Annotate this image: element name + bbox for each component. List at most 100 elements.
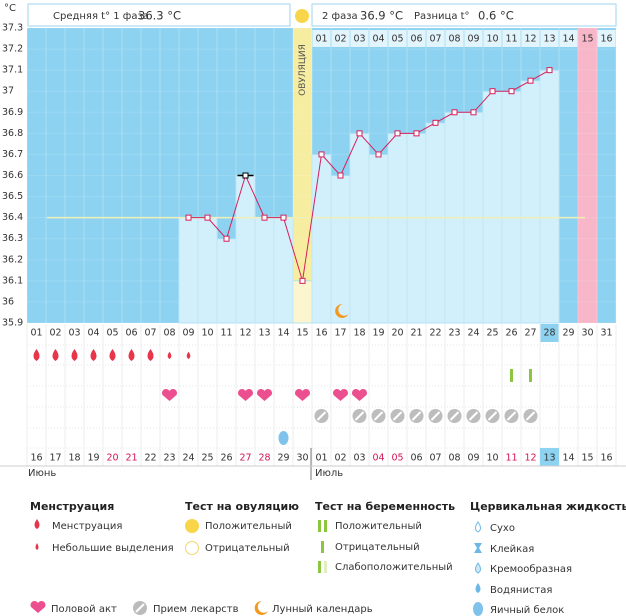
icon [475,521,481,533]
cycle-day: 15 [296,328,308,339]
temp-point [470,109,477,116]
heart-icon [237,388,254,401]
legend-item: Водянистая [490,585,552,596]
temp-point [527,77,534,84]
date: 11 [505,453,517,464]
phase2-day: 14 [562,34,574,45]
drop-icon [186,351,191,359]
preg-test-icon [510,369,513,382]
icon [185,519,199,533]
cycle-day: 19 [372,328,384,339]
icon [318,520,321,532]
icon [254,600,268,615]
pill-line [430,411,441,421]
icon [474,543,482,553]
date: 16 [30,453,42,464]
phase2-day: 16 [600,34,612,45]
temp-bar [501,90,522,324]
date: 01 [315,453,327,464]
legend-item: Небольшие выделения [52,543,174,554]
temp-bar [254,217,275,324]
cycle-day: 26 [505,328,517,339]
icon [34,519,40,529]
y-tick-label: 36.5 [2,191,23,202]
temp-bar [387,132,408,324]
diff-label: Разница t° [414,11,470,22]
today-cell [540,448,559,466]
temp-point [185,214,192,221]
pill-line [354,411,365,421]
cycle-day: 28 [543,328,555,339]
y-tick-label: 37.3 [2,23,23,34]
temp-point [508,88,515,95]
temp-bar [311,154,332,324]
day-cell [426,30,445,47]
cycle-day: 04 [87,328,99,339]
date: 18 [68,453,80,464]
y-tick-label: 36.7 [2,149,23,160]
drop-icon [71,349,78,361]
cycle-day: 27 [524,328,536,339]
cycle-day: 22 [429,328,441,339]
pill-line [506,411,517,421]
legend-item: Сухо [490,523,515,534]
month: Июнь [28,468,56,479]
legend-title: Тест на беременность [315,500,455,513]
cycle-day: 02 [49,328,61,339]
phase2-day: 01 [315,34,327,45]
temp-bar [216,238,237,324]
date: 14 [562,453,574,464]
date: 06 [410,453,422,464]
drop-icon [128,349,135,361]
icon [475,583,481,593]
diff-value: 0.6 °C [478,9,514,23]
heart-icon [161,388,178,401]
legend-title: Менструация [30,500,114,513]
temp-line [188,69,550,282]
date: 25 [201,453,213,464]
pill-line [373,411,384,421]
temp-point [204,214,211,221]
pill-line [449,411,460,421]
drop-icon [147,349,154,361]
date: 08 [448,453,460,464]
icon [324,561,327,573]
y-tick-label: 37.2 [2,44,23,55]
cycle-day: 09 [182,328,194,339]
preg-test-icon [529,369,532,382]
cycle-day: 14 [277,328,289,339]
cycle-day: 30 [581,328,593,339]
icon [324,520,327,532]
date: 26 [220,453,232,464]
phase2-day: 02 [334,34,346,45]
temp-point [394,130,401,137]
day-cell [464,30,483,47]
date: 29 [277,453,289,464]
cycle-day: 06 [125,328,137,339]
temp-bar [425,122,446,324]
temp-bar [292,280,313,324]
cycle-day: 10 [201,328,213,339]
day-cell [521,30,540,47]
legend-item: Яичный белок [490,605,564,616]
egg-white-icon [278,431,289,445]
date: 04 [372,453,384,464]
temp-bar [197,217,218,324]
drop-icon [109,349,116,361]
phase2-day: 12 [524,34,536,45]
date: 23 [163,453,175,464]
legend-item: Лунный календарь [272,604,373,615]
sun-icon [295,9,309,23]
y-tick-label: 36.4 [2,212,23,223]
cycle-day: 21 [410,328,422,339]
date: 15 [581,453,593,464]
temp-point [432,119,439,126]
legend-item: Слабоположительный [335,562,453,573]
temp-bar [349,132,370,324]
y-tick-label: 36 [2,296,14,307]
date: 28 [258,453,270,464]
pink-column [578,28,597,323]
temp-point [280,214,287,221]
y-tick-label: 37 [2,86,14,97]
